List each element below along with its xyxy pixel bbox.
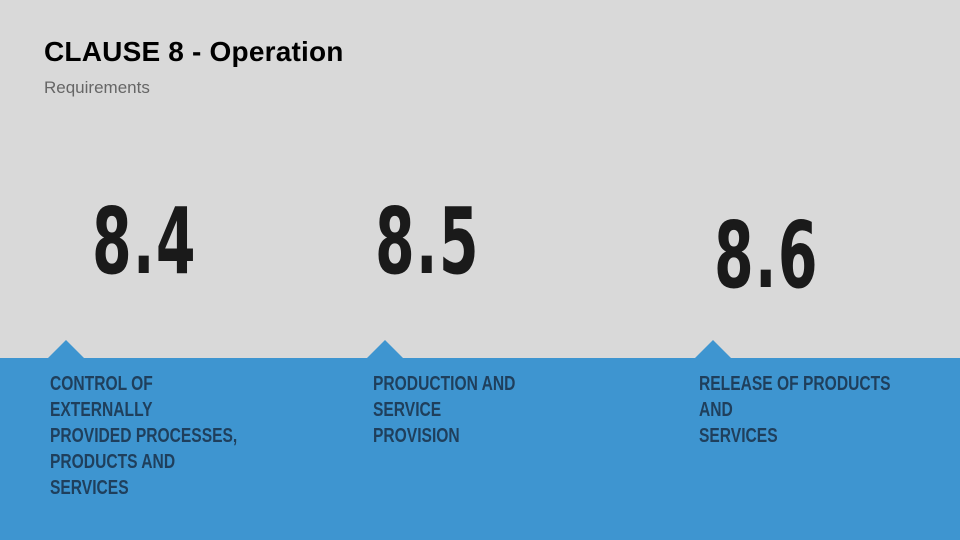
- section-number-8-6: 8.6: [714, 202, 819, 309]
- slide-title: CLAUSE 8 - Operation: [44, 36, 344, 67]
- slide-subtitle: Requirements: [44, 78, 150, 97]
- pointer-notch-icon: [694, 340, 732, 359]
- section-number-8-5: 8.5: [375, 188, 480, 295]
- section-caption-8-4: CONTROL OF EXTERNALLY PROVIDED PROCESSES…: [50, 373, 238, 499]
- pointer-notch-icon: [366, 340, 404, 359]
- caption-band: [0, 358, 960, 540]
- pointer-notch-icon: [47, 340, 85, 359]
- section-caption-8-5: PRODUCTION AND SERVICE PROVISION: [373, 373, 516, 447]
- section-caption-8-6: RELEASE OF PRODUCTS AND SERVICES: [699, 373, 891, 447]
- section-number-8-4: 8.4: [92, 188, 197, 295]
